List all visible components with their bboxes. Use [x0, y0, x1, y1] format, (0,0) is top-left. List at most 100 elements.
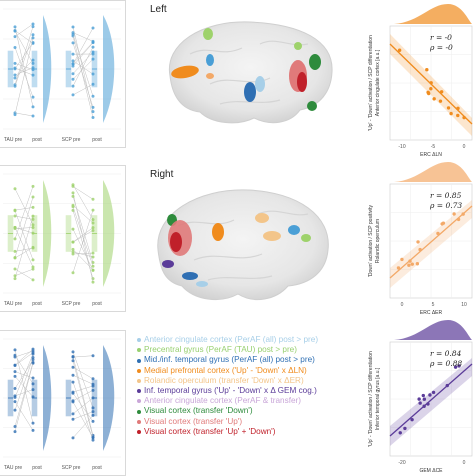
- scatter-point: [422, 394, 425, 397]
- x-tick-label: 0: [463, 144, 466, 150]
- violin: [103, 180, 114, 287]
- legend-item: Rolandic operculum (transfer 'Down' x ΔE…: [137, 376, 365, 386]
- scatter-point: [418, 248, 421, 251]
- data-point: [32, 25, 35, 28]
- data-point: [72, 205, 75, 208]
- scatter-point: [439, 99, 442, 102]
- y-axis-label: 'Down' activation / SCP positivity: [368, 204, 374, 277]
- brain-right-label: Right: [150, 169, 173, 180]
- scatter-point: [411, 262, 414, 265]
- data-point: [72, 399, 75, 402]
- data-point: [72, 248, 75, 251]
- data-point: [32, 105, 35, 108]
- data-point: [14, 375, 17, 378]
- region-acc-blue: [206, 54, 214, 66]
- scatter-point: [417, 397, 420, 400]
- region-precentral: [203, 28, 213, 40]
- data-point: [92, 46, 95, 49]
- legend-label: Mid./inf. temporal gyrus (PerAF (all) po…: [144, 355, 315, 365]
- data-point: [14, 30, 17, 33]
- data-point: [92, 106, 95, 109]
- data-point: [92, 40, 95, 43]
- data-point: [32, 353, 35, 356]
- data-point: [14, 409, 17, 412]
- paired-line: [15, 349, 33, 365]
- scatter-point: [457, 218, 460, 221]
- scatter-point: [416, 262, 419, 265]
- scatter-point: [398, 49, 401, 52]
- y-axis-label: 'Up' - 'Down' activation / SCP different…: [368, 351, 374, 447]
- stat-r: r = 0.84: [430, 349, 462, 358]
- paired-line: [73, 386, 93, 392]
- data-point: [72, 412, 75, 415]
- region-temporal-light-r: [196, 281, 208, 287]
- data-point: [14, 46, 17, 49]
- data-point: [32, 23, 35, 26]
- scatter-point: [407, 264, 410, 267]
- data-point: [72, 25, 75, 28]
- data-point: [92, 354, 95, 357]
- data-point: [32, 33, 35, 36]
- data-point: [72, 85, 75, 88]
- scatter-plot-2: r = 0.85ρ = 0.73'Down' activation / SCP …: [358, 158, 474, 316]
- x-tick-label: post: [32, 301, 42, 307]
- data-point: [72, 185, 75, 188]
- scatter-point: [440, 90, 443, 93]
- scatter-point: [432, 97, 435, 100]
- data-point: [92, 27, 95, 30]
- x-tick-label: 0: [401, 302, 404, 308]
- data-point: [14, 237, 17, 240]
- scatter-point: [416, 240, 419, 243]
- data-point: [92, 209, 95, 212]
- legend-item: Anterior cingulate cortex (PerAF (all) p…: [137, 335, 365, 345]
- paired-line: [15, 362, 33, 426]
- scatter-point: [410, 418, 413, 421]
- marginal-density: [394, 320, 472, 340]
- data-point: [72, 195, 75, 198]
- y-axis-label: Anterior cingulate cortex [a.u.]: [375, 49, 381, 116]
- paired-line: [15, 35, 33, 86]
- legend-item: Visual cortex (transfer 'Up'): [137, 417, 365, 427]
- x-tick-label: post: [92, 137, 102, 143]
- legend-item: Inf. temporal gyrus ('Up' - 'Down' x Δ G…: [137, 386, 365, 396]
- scatter-point: [403, 427, 406, 430]
- scatter-point: [447, 106, 450, 109]
- region-mpfc-small: [206, 73, 214, 79]
- data-point: [14, 74, 17, 77]
- data-point: [14, 387, 17, 390]
- paired-line: [73, 412, 93, 420]
- legend-label: Precentral gyrus (PerAF (TAU) post > pre…: [144, 345, 297, 355]
- stat-rho: ρ = 0.88: [429, 359, 462, 368]
- legend-marker: [137, 338, 141, 342]
- scatter-point: [425, 68, 428, 71]
- data-point: [14, 425, 17, 428]
- region-visual-green: [309, 54, 321, 70]
- x-tick-label: -20: [398, 460, 405, 466]
- data-point: [14, 85, 17, 88]
- y-axis-label: 'Up' - 'Down' activation / SCP different…: [368, 35, 374, 131]
- violin: [103, 15, 114, 123]
- data-point: [14, 394, 17, 397]
- data-point: [32, 377, 35, 380]
- data-point: [14, 364, 17, 367]
- region-orange-r: [212, 223, 224, 241]
- legend-marker: [137, 359, 141, 363]
- data-point: [14, 267, 17, 270]
- paired-line: [15, 43, 33, 69]
- scatter-point: [426, 402, 429, 405]
- x-tick-label: post: [92, 465, 102, 471]
- scatter-point: [423, 398, 426, 401]
- scatter-point: [456, 107, 459, 110]
- data-point: [72, 228, 75, 231]
- region-temporal-light: [255, 76, 265, 92]
- region-legend: Anterior cingulate cortex (PerAF (all) p…: [137, 335, 365, 437]
- data-point: [92, 265, 95, 268]
- x-tick-label: SCP pre: [62, 137, 81, 143]
- x-tick-label: -10: [398, 144, 405, 150]
- scatter-plot-1: r = -0ρ = -0'Up' - 'Down' activation / S…: [358, 0, 474, 158]
- brain-right-render: [138, 180, 348, 310]
- paired-line: [73, 229, 93, 270]
- marginal-density: [394, 162, 472, 182]
